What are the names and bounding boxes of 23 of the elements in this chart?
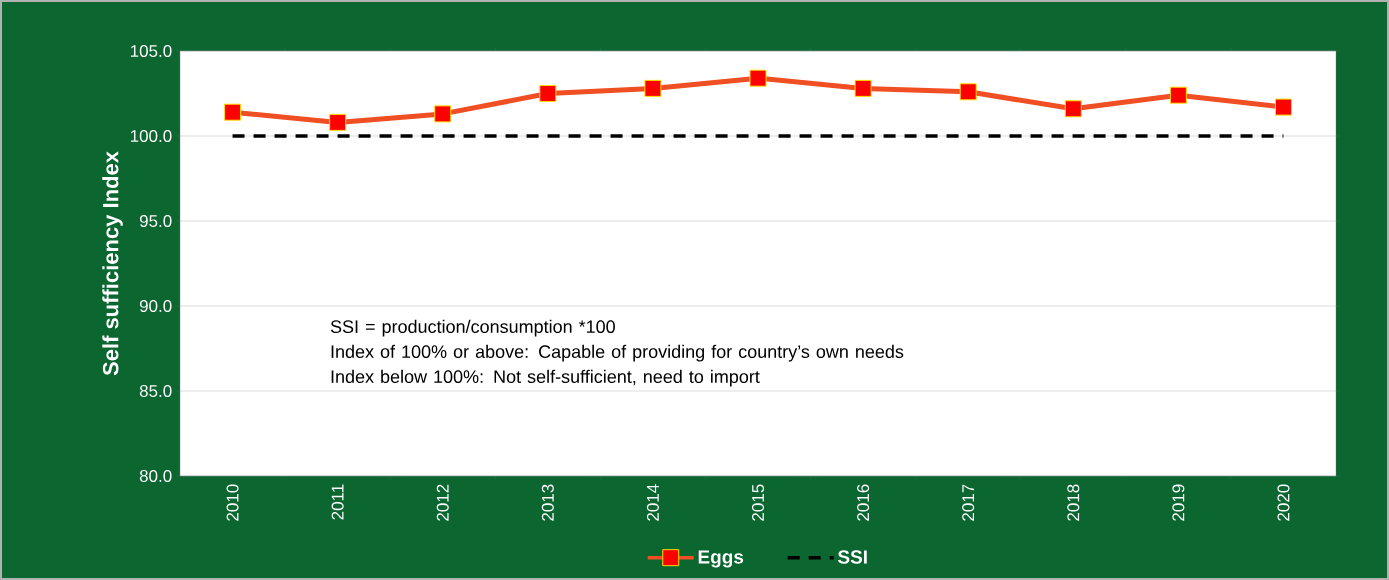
- annotation: Index below 100%: Not self-sufficient, need to import: [331, 369, 760, 387]
- x-tick-label: 2020: [1277, 484, 1290, 521]
- legend-label: Eggs: [698, 550, 744, 568]
- annotation: Index of 100% or above: Capable of providing for country’s own needs: [331, 344, 904, 362]
- x-tick-label: 2011: [331, 484, 344, 520]
- y-tick-label: 105.0: [130, 44, 172, 58]
- y-tick-label: 90.0: [139, 299, 172, 313]
- x-tick-label: 2014: [646, 484, 659, 521]
- x-tick-label: 2019: [1172, 484, 1185, 521]
- x-tick-label: 2016: [857, 484, 870, 521]
- x-tick-label: 2018: [1067, 484, 1080, 521]
- legend-label: SSI: [837, 550, 867, 564]
- y-tick-label: 95.0: [139, 214, 172, 228]
- x-tick-label: 2012: [436, 484, 449, 521]
- y-tick-label: 100.0: [130, 129, 172, 143]
- x-tick-label: 2017: [962, 484, 975, 521]
- x-tick-label: 2013: [541, 484, 554, 521]
- x-tick-label: 2010: [226, 484, 239, 521]
- y-tick-label: 85.0: [139, 384, 172, 398]
- annotation: SSI = production/consumption *100: [330, 319, 615, 337]
- y-tick-label: 80.0: [139, 469, 172, 483]
- y-axis-title: Self sufficiency Index: [102, 151, 123, 376]
- x-tick-label: 2015: [751, 484, 765, 521]
